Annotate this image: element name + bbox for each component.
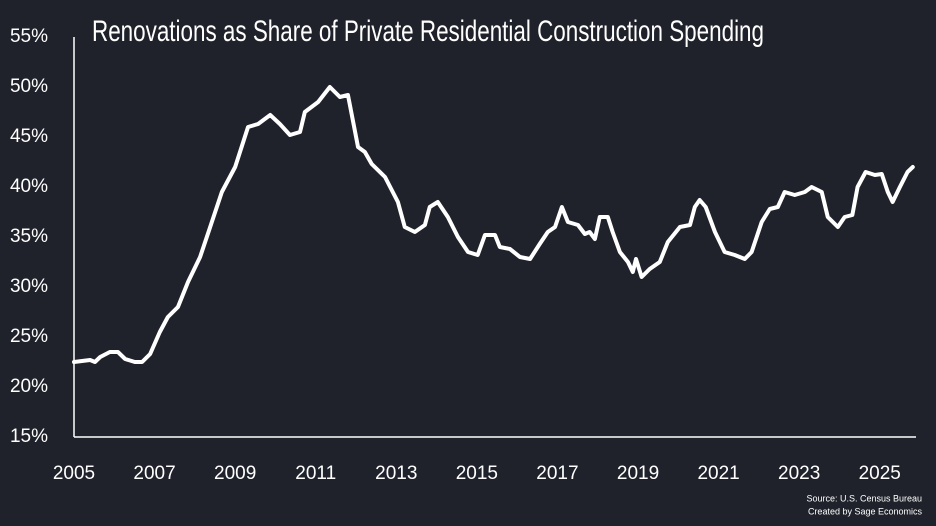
data-line [72, 85, 915, 364]
x-tick-label: 2009 [214, 463, 256, 484]
x-tick-label: 2021 [697, 463, 739, 484]
x-tick-label: 2025 [859, 463, 901, 484]
x-tick-label: 2011 [295, 463, 336, 484]
y-tick-label: 25% [10, 326, 48, 347]
chart-title: Renovations as Share of Private Resident… [92, 15, 764, 48]
x-tick-label: 2017 [536, 463, 578, 484]
y-tick-label: 35% [10, 226, 48, 247]
x-tick-label: 2015 [456, 463, 498, 484]
source-note: Source: U.S. Census Bureau [806, 493, 922, 503]
y-tick-label: 55% [10, 26, 48, 47]
x-tick-label: 2019 [617, 463, 659, 484]
y-tick-label: 50% [10, 76, 48, 97]
y-tick-label: 30% [10, 276, 48, 297]
y-tick-label: 45% [10, 126, 48, 147]
y-tick-label: 20% [10, 376, 48, 397]
credit-note: Created by Sage Economics [808, 506, 923, 516]
x-tick-label: 2007 [133, 463, 175, 484]
y-tick-label: 15% [10, 426, 48, 447]
x-tick-label: 2013 [375, 463, 417, 484]
x-tick-label: 2023 [778, 463, 820, 484]
y-tick-label: 40% [10, 176, 48, 197]
x-tick-label: 2005 [53, 463, 95, 484]
